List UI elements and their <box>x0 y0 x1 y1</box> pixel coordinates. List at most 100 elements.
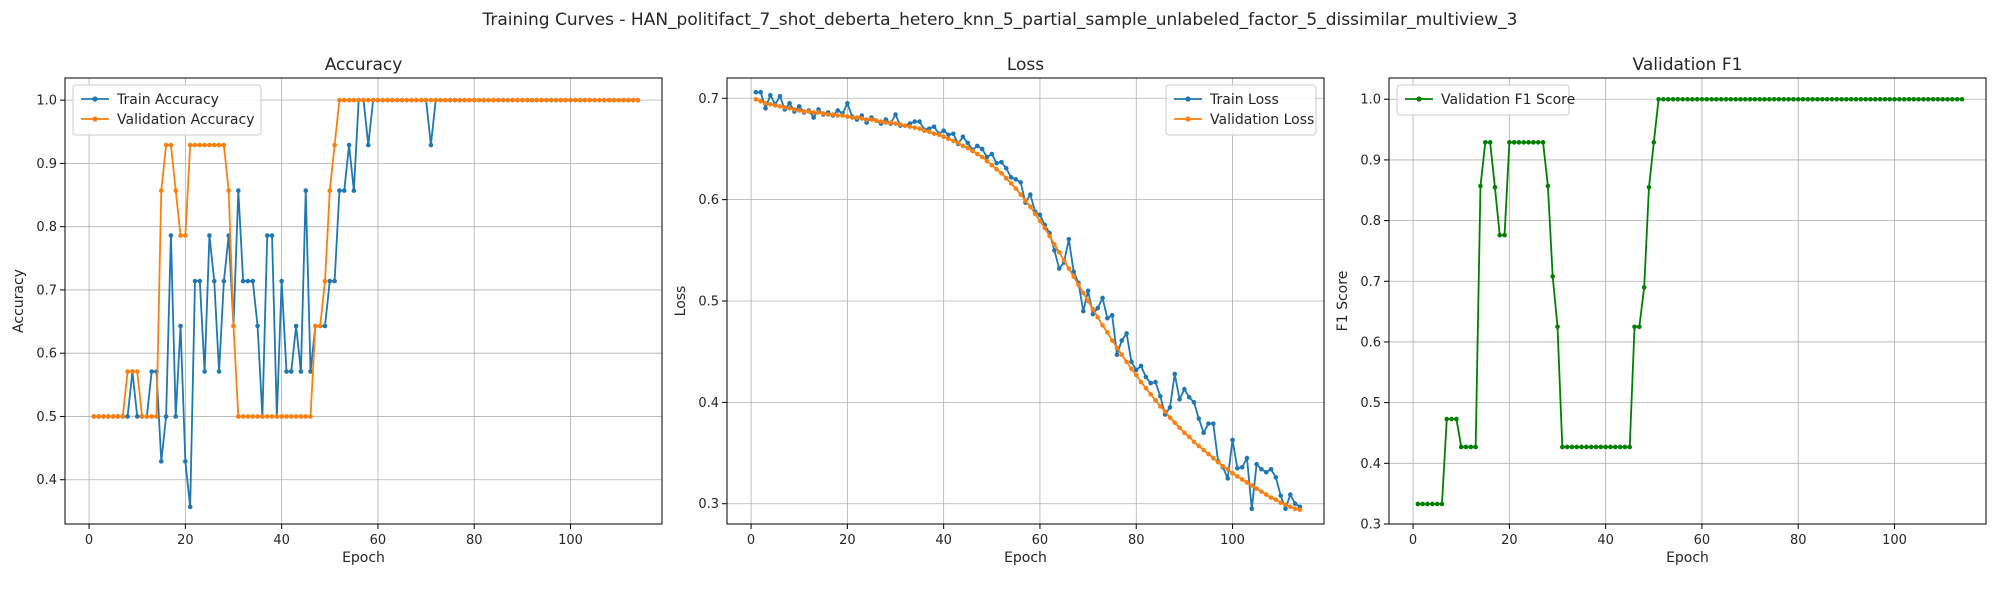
loss-series-1-point-107 <box>1268 495 1274 500</box>
f1-series-0-point-44 <box>1627 444 1633 450</box>
accuracy-series-0-point-33 <box>250 278 256 284</box>
accuracy-series-1-point-7 <box>125 369 130 374</box>
f1-series-0-point-85 <box>1824 96 1830 102</box>
loss-series-1-point-48 <box>984 158 990 164</box>
f1-series-0-point-54 <box>1675 96 1681 102</box>
loss-series-0-point-2 <box>763 106 768 111</box>
loss-series-0-point-46 <box>975 143 980 149</box>
loss-series-1-point-52 <box>1003 176 1009 181</box>
loss-series-1-point-86 <box>1167 415 1173 420</box>
accuracy-series-1-point-49 <box>327 188 333 193</box>
loss-series-0-point-69 <box>1085 288 1091 294</box>
accuracy-ytick-label-6: 1.0 <box>36 94 57 109</box>
f1-series-0-point-35 <box>1584 444 1589 450</box>
accuracy-series-1-point-96 <box>553 97 559 103</box>
accuracy-series-1-point-39 <box>279 414 284 419</box>
f1-series-0-point-103 <box>1911 96 1917 102</box>
accuracy-series-1-point-94 <box>544 97 549 103</box>
accuracy-series-0-point-27 <box>221 278 227 284</box>
accuracy-series-1-point-101 <box>577 97 583 103</box>
accuracy-series-1-point-74 <box>447 97 453 103</box>
accuracy-series-1-point-48 <box>322 278 328 284</box>
accuracy-series-1-point-107 <box>606 97 612 103</box>
accuracy-legend-label-0: Train Accuracy <box>116 92 219 108</box>
accuracy-series-1-point-46 <box>313 323 318 329</box>
loss-series-1-point-51 <box>999 170 1004 176</box>
accuracy-series-1-point-33 <box>250 414 256 419</box>
accuracy-series-0-point-7 <box>125 414 130 419</box>
f1-series-0-point-51 <box>1661 96 1666 102</box>
loss-series-1-point-87 <box>1172 420 1178 425</box>
loss-series-1-point-10 <box>801 109 807 114</box>
accuracy-series-1-point-109 <box>616 97 621 103</box>
accuracy-series-1-point-91 <box>529 97 535 103</box>
accuracy-series-1-point-9 <box>134 369 140 374</box>
f1-ylabel: F1 Score <box>1335 271 1351 332</box>
loss-series-0-point-99 <box>1230 437 1235 443</box>
loss-series-0-point-71 <box>1095 305 1101 311</box>
accuracy-series-0-point-40 <box>284 369 289 374</box>
loss-grid <box>727 78 1324 524</box>
accuracy-series-1-point-47 <box>317 323 323 329</box>
accuracy-series-1-point-54 <box>351 97 357 103</box>
loss-series-1-point-92 <box>1196 443 1202 449</box>
f1-series-0-point-34 <box>1579 444 1584 450</box>
accuracy-series-1-point-83 <box>491 97 496 103</box>
f1-xlabel: Epoch <box>1666 550 1709 566</box>
f1-series-0-point-73 <box>1767 96 1772 102</box>
loss-series-1-point-69 <box>1085 298 1091 304</box>
accuracy-ytick-label-0: 0.4 <box>36 473 57 488</box>
loss-series-1-point-74 <box>1109 338 1115 343</box>
loss-series-0-point-79 <box>1133 367 1139 373</box>
accuracy-series-1-point-13 <box>154 414 159 419</box>
loss-series-1-point-2 <box>763 101 768 106</box>
accuracy-series-1-point-51 <box>337 97 342 103</box>
f1-series-0-point-9 <box>1458 444 1464 450</box>
f1-series-0-point-24 <box>1531 140 1536 145</box>
loss-series-0-point-98 <box>1225 476 1231 481</box>
loss-series-1-point-36 <box>926 129 932 135</box>
f1-series-0-point-4 <box>1434 501 1440 507</box>
loss-series-0-point-75 <box>1114 352 1120 358</box>
loss-panel: 0 20 40 60 80 100 0.3 0.4 0.5 0.6 0.7 Loss Epoch Loss… <box>673 55 1325 566</box>
accuracy-series-1-point-63 <box>394 97 400 103</box>
accuracy-series-1-point-4 <box>110 414 116 419</box>
loss-series-1-point-43 <box>960 143 966 149</box>
loss-series-0-point-89 <box>1182 386 1187 392</box>
loss-series-1-point-90 <box>1186 434 1192 440</box>
loss-series-0-point-62 <box>1052 248 1057 253</box>
loss-series-1-point-68 <box>1080 290 1086 296</box>
accuracy-series-1-point-37 <box>269 414 275 419</box>
accuracy-series-1-point-0 <box>91 414 97 419</box>
loss-series-1-point-102 <box>1244 480 1250 485</box>
accuracy-series-0-point-53 <box>346 142 352 148</box>
f1-series-0-point-66 <box>1733 96 1738 102</box>
accuracy-series-0-point-22 <box>197 278 203 284</box>
loss-series-1-point-47 <box>979 154 985 160</box>
loss-series-1-point-78 <box>1129 366 1134 372</box>
loss-series-1-point-7 <box>787 106 792 111</box>
loss-series-1-point-55 <box>1018 192 1023 197</box>
accuracy-series-0-point-32 <box>245 278 251 284</box>
f1-series-0-point-8 <box>1454 416 1459 422</box>
accuracy-series-1-point-79 <box>471 97 477 103</box>
accuracy-series-1-point-57 <box>366 97 371 103</box>
f1-series-0-point-47 <box>1641 285 1647 290</box>
loss-series-1-point-32 <box>907 124 913 129</box>
f1-series-0-point-30 <box>1560 444 1565 450</box>
loss-series-1-point-23 <box>864 117 869 122</box>
f1-series-0-point-70 <box>1752 96 1758 102</box>
f1-series-0-point-5 <box>1439 501 1445 507</box>
loss-series-0-point-72 <box>1100 295 1105 301</box>
f1-series-0-point-2 <box>1425 501 1430 507</box>
accuracy-xtick-label-1: 20 <box>177 533 194 548</box>
loss-series-0-point-106 <box>1263 470 1269 475</box>
loss-series-0-point-82 <box>1148 380 1153 386</box>
f1-series-0-point-26 <box>1540 140 1546 145</box>
f1-series-0-point-21 <box>1516 140 1522 145</box>
accuracy-xtick-label-3: 60 <box>370 533 387 548</box>
f1-series-0-point-101 <box>1901 96 1907 102</box>
accuracy-series-0-point-26 <box>216 369 222 374</box>
